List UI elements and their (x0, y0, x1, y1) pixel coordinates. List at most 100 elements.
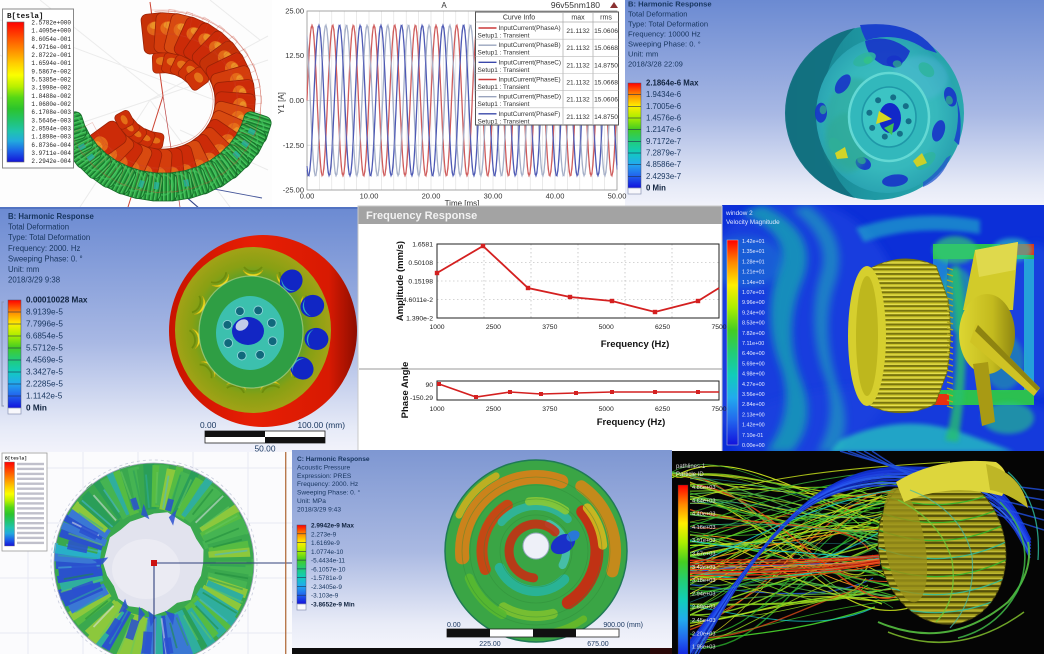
svg-text:1.9434e-6: 1.9434e-6 (646, 90, 681, 99)
svg-text:4.9716e-001: 4.9716e-001 (31, 44, 71, 51)
svg-text:Frequency: 2000. Hz: Frequency: 2000. Hz (297, 481, 358, 488)
svg-text:2500: 2500 (486, 324, 501, 331)
svg-text:4.64e+03: 4.64e+03 (692, 498, 716, 504)
svg-text:Unit: MPa: Unit: MPa (297, 498, 326, 505)
svg-text:-3.103e-9: -3.103e-9 (311, 593, 339, 600)
svg-text:Setup1 : Transient: Setup1 : Transient (478, 84, 530, 91)
svg-text:0.00: 0.00 (289, 96, 304, 105)
svg-text:100.00 (mm): 100.00 (mm) (298, 420, 346, 430)
svg-text:3.67e+03: 3.67e+03 (692, 552, 716, 558)
svg-text:96v55nm180: 96v55nm180 (551, 0, 600, 10)
svg-text:-6.1057e-10: -6.1057e-10 (311, 566, 346, 573)
svg-text:6250: 6250 (655, 324, 670, 331)
svg-text:2.0594e-003: 2.0594e-003 (31, 126, 71, 133)
svg-text:20.00: 20.00 (422, 192, 441, 201)
svg-text:C: Harmonic Response: C: Harmonic Response (297, 456, 370, 463)
svg-text:3.3427e-5: 3.3427e-5 (26, 368, 63, 377)
svg-text:9.96e+00: 9.96e+00 (742, 300, 765, 306)
svg-text:7.7996e-5: 7.7996e-5 (26, 320, 63, 329)
svg-text:4.40e+03: 4.40e+03 (692, 512, 716, 518)
svg-text:6250: 6250 (655, 406, 670, 413)
svg-text:21.1132: 21.1132 (566, 80, 590, 87)
svg-text:Sweeping Phase: 0. °: Sweeping Phase: 0. ° (8, 254, 83, 263)
svg-text:9.7172e-7: 9.7172e-7 (646, 137, 681, 146)
svg-text:Amplitude (mm/s): Amplitude (mm/s) (395, 241, 406, 321)
svg-text:1000: 1000 (429, 406, 444, 413)
svg-text:Sweeping Phase: 0. °: Sweeping Phase: 0. ° (297, 489, 360, 497)
svg-text:14.8750: 14.8750 (594, 114, 618, 121)
svg-text:4.16e+03: 4.16e+03 (692, 525, 716, 531)
svg-text:1.7005e-6: 1.7005e-6 (646, 102, 681, 111)
svg-text:2500: 2500 (486, 406, 501, 413)
svg-text:1.07e+01: 1.07e+01 (742, 290, 765, 296)
svg-text:0.15198: 0.15198 (408, 279, 433, 286)
svg-text:2.69e+03: 2.69e+03 (692, 605, 716, 611)
svg-text:2.45e+03: 2.45e+03 (692, 618, 716, 624)
svg-text:21.1132: 21.1132 (566, 114, 590, 121)
svg-text:0.00010028 Max: 0.00010028 Max (26, 296, 88, 305)
svg-text:Type: Total Deformation: Type: Total Deformation (8, 233, 90, 242)
svg-text:1.390e-2: 1.390e-2 (406, 316, 433, 323)
svg-text:InputCurrent(PhaseB): InputCurrent(PhaseB) (499, 42, 561, 49)
svg-text:4.86e+03: 4.86e+03 (692, 485, 716, 491)
svg-text:-12.50: -12.50 (283, 141, 304, 150)
svg-text:6.8736e-004: 6.8736e-004 (31, 142, 71, 149)
svg-text:B[tesla]: B[tesla] (7, 13, 43, 21)
svg-text:2.273e-9: 2.273e-9 (311, 531, 337, 538)
svg-text:1.96e+03: 1.96e+03 (692, 645, 716, 651)
svg-text:window 2: window 2 (725, 210, 753, 217)
svg-text:675.00: 675.00 (587, 641, 609, 648)
svg-text:1.6169e-9: 1.6169e-9 (311, 540, 340, 547)
svg-text:5.69e+00: 5.69e+00 (742, 361, 765, 367)
svg-text:Frequency (Hz): Frequency (Hz) (597, 417, 666, 428)
svg-text:Phase Angle: Phase Angle (400, 362, 411, 419)
svg-text:Setup1 : Transient: Setup1 : Transient (478, 67, 530, 74)
svg-text:-1.5781e-9: -1.5781e-9 (311, 575, 342, 582)
svg-text:Sweeping Phase: 0. °: Sweeping Phase: 0. ° (628, 40, 701, 49)
svg-text:Setup1 : Transient: Setup1 : Transient (478, 33, 530, 40)
svg-text:2018/3/29 9:43: 2018/3/29 9:43 (297, 506, 341, 513)
svg-text:1.6581: 1.6581 (412, 242, 433, 249)
svg-text:B: Harmonic Response: B: Harmonic Response (628, 0, 712, 9)
svg-text:1.0774e-10: 1.0774e-10 (311, 549, 344, 556)
svg-text:1.1142e-5: 1.1142e-5 (26, 392, 63, 401)
svg-text:2.2285e-5: 2.2285e-5 (26, 380, 63, 389)
svg-text:Y1 [A]: Y1 [A] (277, 92, 286, 114)
svg-text:-150.29: -150.29 (410, 395, 433, 402)
svg-text:2.84e+00: 2.84e+00 (742, 402, 765, 408)
svg-text:7.11e+00: 7.11e+00 (742, 341, 764, 347)
svg-text:Unit: mm: Unit: mm (8, 265, 39, 274)
svg-text:21.1132: 21.1132 (566, 45, 590, 52)
svg-text:10.00: 10.00 (360, 192, 379, 201)
svg-text:3.42e+03: 3.42e+03 (692, 565, 716, 571)
svg-text:-2.3405e-9: -2.3405e-9 (311, 584, 342, 591)
svg-text:max: max (571, 15, 585, 22)
svg-text:7.82e+00: 7.82e+00 (742, 331, 765, 337)
svg-text:1.8488e-002: 1.8488e-002 (31, 93, 71, 100)
svg-text:B[tesla]: B[tesla] (5, 456, 27, 462)
svg-text:0 Min: 0 Min (646, 184, 666, 193)
svg-text:Type: Total Deformation: Type: Total Deformation (628, 20, 708, 29)
svg-text:6.1708e-003: 6.1708e-003 (31, 109, 71, 116)
svg-text:3.9711e-004: 3.9711e-004 (31, 150, 71, 157)
svg-text:rms: rms (600, 15, 612, 22)
svg-text:Time [ms]: Time [ms] (445, 199, 480, 208)
svg-text:Expression: PRES: Expression: PRES (297, 473, 352, 480)
svg-text:2.1864e-6 Max: 2.1864e-6 Max (646, 79, 699, 88)
svg-text:1.4095e+000: 1.4095e+000 (31, 28, 71, 35)
svg-text:1.4576e-6: 1.4576e-6 (646, 114, 681, 123)
svg-text:1.42e+00: 1.42e+00 (742, 423, 765, 429)
svg-text:-25.00: -25.00 (283, 186, 304, 195)
svg-text:900.00 (mm): 900.00 (mm) (603, 622, 643, 629)
svg-text:5.5712e-5: 5.5712e-5 (26, 344, 63, 353)
svg-text:Setup1 : Transient: Setup1 : Transient (478, 50, 530, 57)
svg-text:7.10e-01: 7.10e-01 (742, 433, 763, 439)
svg-text:0 Min: 0 Min (26, 404, 47, 413)
svg-text:Frequency (Hz): Frequency (Hz) (601, 339, 670, 350)
svg-text:8.9139e-5: 8.9139e-5 (26, 308, 63, 317)
svg-text:50.00: 50.00 (255, 444, 276, 454)
svg-text:225.00: 225.00 (479, 641, 501, 648)
svg-text:2.5782e+000: 2.5782e+000 (31, 20, 71, 27)
svg-text:1.1898e-003: 1.1898e-003 (31, 134, 71, 141)
svg-text:Total Deformation: Total Deformation (628, 10, 688, 19)
